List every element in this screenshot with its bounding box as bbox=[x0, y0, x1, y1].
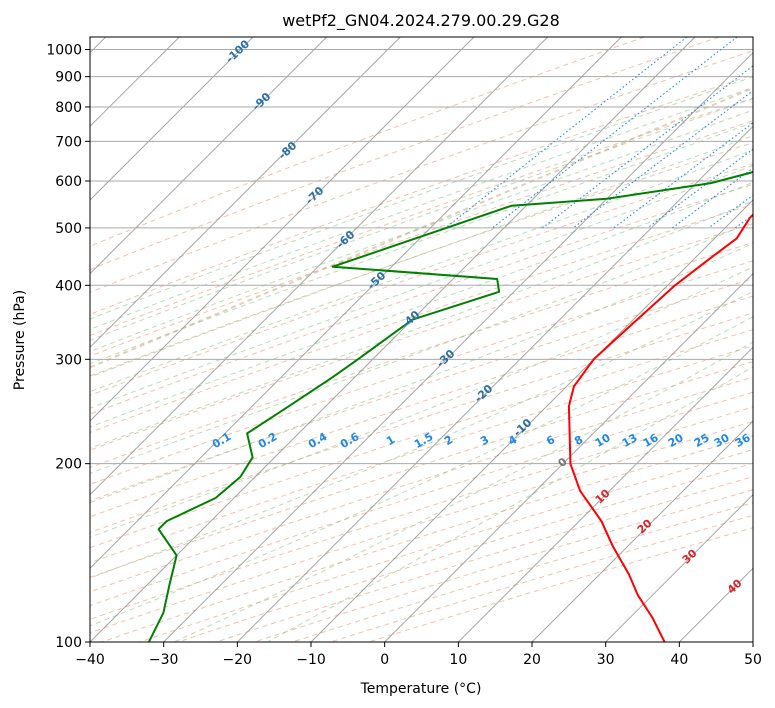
dry-adiabat bbox=[90, 37, 645, 247]
y-tick-label: 100 bbox=[55, 635, 82, 651]
dry-adiabat bbox=[101, 435, 753, 642]
dry-adiabat bbox=[90, 295, 753, 518]
isotherm-line bbox=[605, 493, 753, 642]
x-tick-label: 40 bbox=[670, 652, 688, 668]
dry-adiabat bbox=[90, 120, 753, 357]
x-tick-label: 10 bbox=[449, 652, 467, 668]
data-lines bbox=[148, 170, 753, 642]
isotherm-line bbox=[90, 37, 549, 496]
moist-adiabat bbox=[90, 290, 753, 579]
moist-adiabat bbox=[90, 98, 753, 341]
x-axis: −40 −30 −20 −10 0 10 20 30 40 50 bbox=[75, 642, 762, 668]
isotherm-line bbox=[90, 37, 401, 349]
x-tick-label: −10 bbox=[296, 652, 326, 668]
dry-adiabat bbox=[90, 329, 753, 549]
chart-title: wetPf2_GN04.2024.279.00.29.G28 bbox=[282, 11, 560, 31]
isotherm-line bbox=[90, 37, 475, 422]
y-tick-label: 500 bbox=[55, 221, 82, 237]
isotherm-line bbox=[236, 125, 753, 642]
moist-adiabat bbox=[90, 181, 753, 428]
isotherm-line bbox=[90, 37, 254, 201]
isotherm-line bbox=[531, 420, 753, 642]
temperature-profile-line bbox=[567, 213, 753, 642]
x-tick-label: −20 bbox=[223, 652, 253, 668]
moist-adiabat bbox=[90, 200, 753, 449]
y-tick-label: 800 bbox=[55, 100, 82, 116]
moist-adiabat bbox=[90, 76, 753, 320]
dry-adiabat bbox=[90, 361, 753, 578]
x-tick-label: 20 bbox=[523, 652, 541, 668]
x-tick-label: −40 bbox=[75, 652, 105, 668]
brown-curve bbox=[90, 87, 753, 369]
isotherm-line bbox=[163, 51, 753, 642]
mixing-ratio-line bbox=[492, 37, 738, 229]
y-tick-label: 600 bbox=[55, 174, 82, 190]
moist-adiabat bbox=[90, 149, 753, 393]
x-tick-label: 0 bbox=[380, 652, 389, 668]
dry-adiabat bbox=[90, 142, 753, 377]
isotherm-line bbox=[384, 272, 753, 642]
dry-adiabat bbox=[90, 163, 753, 396]
background-lines bbox=[90, 37, 753, 642]
isotherm-line bbox=[310, 199, 753, 642]
x-tick-label: 30 bbox=[597, 652, 615, 668]
plot-frame bbox=[89, 36, 754, 643]
mixing-ratio-line bbox=[572, 90, 753, 229]
moist-adiabat bbox=[267, 366, 753, 642]
y-axis: 100 200 300 400 500 600 700 800 900 1000 bbox=[46, 43, 90, 651]
x-tick-label: −30 bbox=[149, 652, 179, 668]
dry-adiabat bbox=[330, 514, 753, 642]
dewpoint-profile-line bbox=[148, 170, 753, 642]
y-axis-label: Pressure (hPa) bbox=[12, 290, 28, 390]
dry-adiabat bbox=[90, 406, 753, 620]
isotherm-line bbox=[457, 346, 753, 642]
dry-adiabat bbox=[90, 278, 753, 502]
y-tick-label: 1000 bbox=[46, 43, 82, 59]
y-tick-label: 300 bbox=[55, 352, 82, 368]
isotherm-line bbox=[90, 37, 622, 570]
isotherm-line bbox=[90, 37, 696, 642]
y-tick-label: 200 bbox=[55, 457, 82, 473]
mixing-ratio-line bbox=[672, 167, 753, 229]
dry-adiabat bbox=[90, 241, 753, 468]
isotherm-line bbox=[90, 37, 328, 275]
x-axis-label: Temperature (°C) bbox=[360, 681, 482, 697]
dry-adiabat bbox=[90, 376, 753, 593]
y-tick-label: 700 bbox=[55, 134, 82, 150]
dry-adiabat bbox=[254, 489, 753, 642]
y-tick-label: 900 bbox=[55, 70, 82, 86]
moist-adiabat bbox=[90, 316, 753, 627]
y-tick-label: 400 bbox=[55, 278, 82, 294]
moist-adiabat bbox=[90, 266, 753, 538]
x-tick-label: 50 bbox=[744, 652, 762, 668]
dry-adiabat bbox=[90, 223, 753, 451]
dry-adiabat bbox=[177, 462, 753, 642]
